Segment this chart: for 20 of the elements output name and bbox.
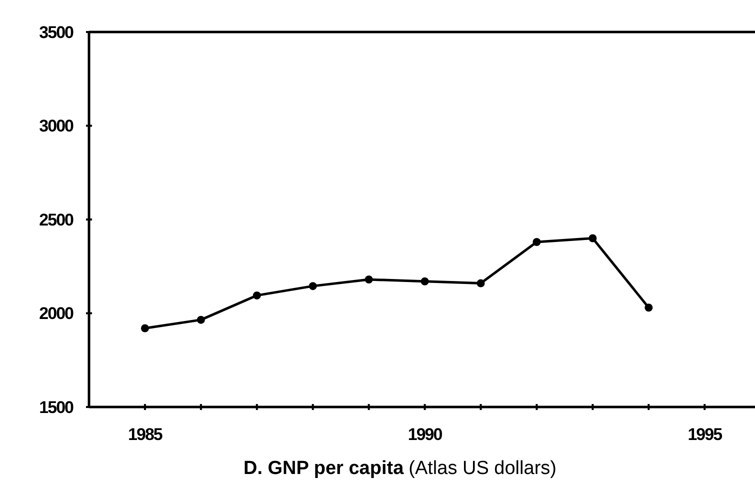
x-tick-label: 1985 — [128, 425, 162, 444]
text: (Atlas US dollars) — [408, 458, 556, 479]
y-tick-label: 1500 — [39, 398, 74, 417]
x-tick-label: 1990 — [408, 425, 442, 444]
y-tick-label: 2000 — [39, 304, 74, 324]
y-tick-label: 2500 — [39, 210, 74, 230]
point — [420, 277, 429, 286]
point — [532, 238, 541, 246]
point — [588, 234, 597, 242]
point — [196, 316, 205, 324]
point — [140, 324, 149, 332]
y-tick-label: 3000 — [39, 116, 74, 136]
x-tick-label: 1995 — [688, 425, 722, 444]
text: D. GNP per capita — [244, 458, 404, 479]
y-tick-label: 3500 — [39, 22, 74, 42]
point — [252, 291, 261, 300]
point — [476, 279, 485, 288]
point — [644, 304, 653, 312]
point — [364, 276, 373, 284]
point — [308, 282, 317, 290]
